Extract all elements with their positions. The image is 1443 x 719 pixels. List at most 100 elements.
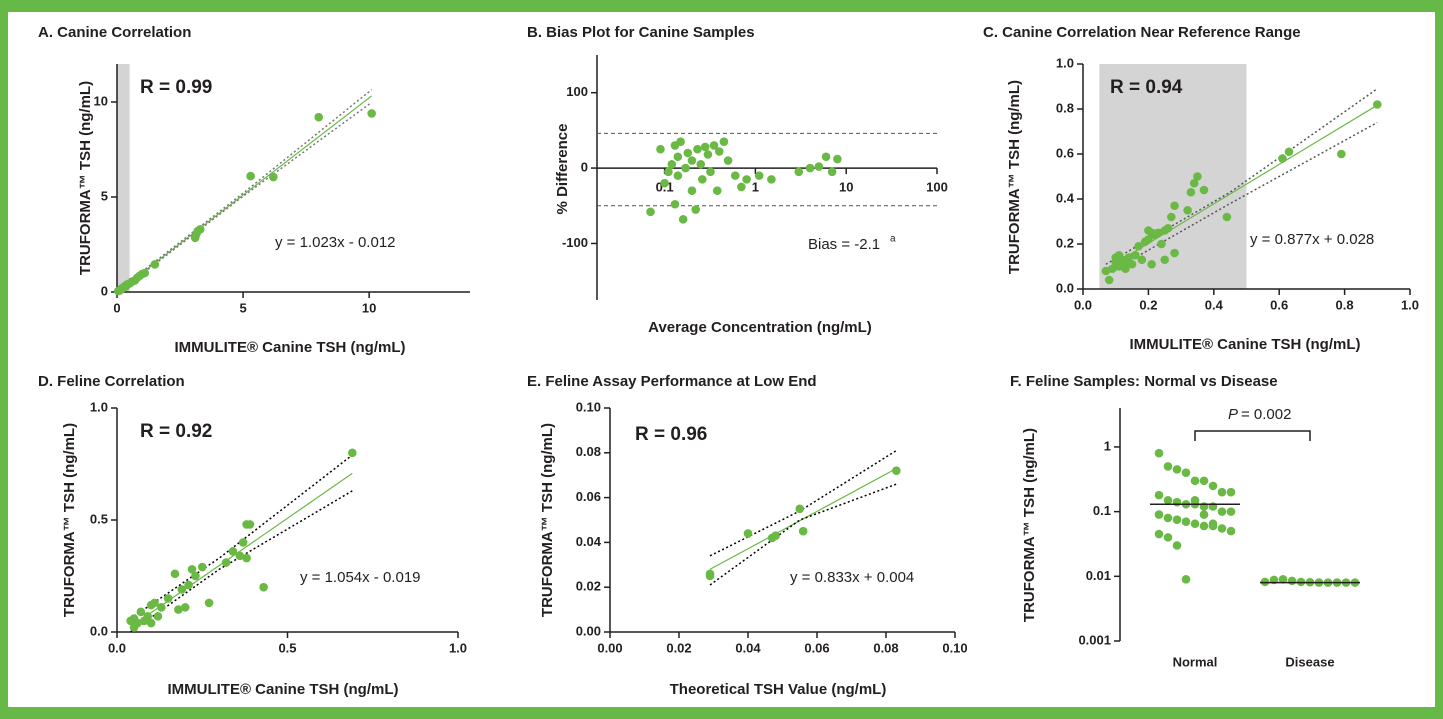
x-axis-label: IMMULITE® Canine TSH (ng/mL) bbox=[167, 681, 398, 698]
data-point bbox=[696, 160, 706, 169]
data-point bbox=[1108, 264, 1117, 274]
data-point bbox=[687, 186, 697, 195]
x-tick-label: 0.0 bbox=[1074, 297, 1092, 312]
data-point bbox=[1172, 515, 1182, 525]
x-tick-label: 0.00 bbox=[597, 640, 622, 655]
data-point bbox=[1127, 259, 1137, 269]
data-point bbox=[170, 569, 180, 579]
data-point bbox=[1226, 487, 1236, 497]
data-point bbox=[1163, 223, 1173, 233]
data-point bbox=[1278, 154, 1287, 163]
data-point bbox=[687, 156, 697, 165]
y-tick-label: 0.00 bbox=[576, 623, 601, 638]
data-point bbox=[691, 205, 701, 214]
annotation: = 0.002 bbox=[1241, 406, 1291, 423]
x-tick-label: Disease bbox=[1285, 654, 1334, 669]
data-point bbox=[1226, 507, 1236, 516]
data-point bbox=[706, 167, 715, 177]
y-tick-label: 0.02 bbox=[576, 579, 601, 594]
significance-bracket bbox=[1194, 430, 1311, 441]
data-point bbox=[673, 171, 683, 180]
data-point bbox=[1124, 253, 1134, 262]
data-point bbox=[259, 582, 268, 592]
y-tick-label: 0 bbox=[101, 283, 108, 298]
y-tick-label: 0.0 bbox=[1056, 280, 1074, 295]
data-point bbox=[150, 598, 159, 608]
data-point bbox=[1284, 147, 1294, 157]
data-point bbox=[1147, 259, 1156, 269]
annotation: y = 0.877x + 0.028 bbox=[1250, 231, 1374, 248]
data-point bbox=[1208, 502, 1218, 511]
x-tick-label: 1.0 bbox=[449, 640, 467, 655]
data-point bbox=[1190, 495, 1200, 505]
data-point bbox=[646, 207, 655, 217]
data-point bbox=[246, 171, 255, 181]
data-point bbox=[670, 199, 680, 209]
annotation: y = 1.023x - 0.012 bbox=[275, 234, 396, 251]
fit-line bbox=[709, 483, 897, 586]
y-tick-label: 1 bbox=[1104, 438, 1111, 453]
data-point bbox=[191, 571, 200, 581]
data-point bbox=[136, 607, 146, 617]
data-point bbox=[703, 150, 713, 159]
data-point bbox=[1163, 533, 1173, 542]
y-tick-label: 0.06 bbox=[576, 489, 601, 504]
x-tick-label: 0 bbox=[113, 300, 120, 315]
fit-line bbox=[130, 454, 353, 620]
y-tick-label: 10 bbox=[94, 93, 108, 108]
data-point bbox=[1337, 149, 1346, 159]
data-point bbox=[1137, 255, 1147, 265]
data-point bbox=[157, 603, 166, 612]
annotation: y = 0.833x + 0.004 bbox=[790, 569, 914, 586]
data-point bbox=[1172, 497, 1182, 507]
data-point bbox=[667, 160, 677, 169]
data-point bbox=[1181, 517, 1191, 526]
chart-title: C. Canine Correlation Near Reference Ran… bbox=[983, 24, 1301, 41]
reference-range bbox=[117, 64, 130, 292]
data-point bbox=[1153, 228, 1163, 238]
data-point bbox=[146, 618, 156, 628]
chart-title: E. Feline Assay Performance at Low End bbox=[527, 373, 817, 390]
data-point bbox=[714, 147, 724, 156]
data-point bbox=[1181, 468, 1191, 477]
data-point bbox=[1287, 576, 1297, 586]
y-axis-label: TRUFORMA™ TSH (ng/mL) bbox=[539, 423, 556, 617]
y-tick-label: 0.1 bbox=[1093, 503, 1111, 518]
data-point bbox=[681, 163, 690, 173]
data-point bbox=[700, 142, 710, 152]
data-point bbox=[827, 167, 837, 177]
data-point bbox=[1186, 187, 1196, 197]
data-point bbox=[197, 562, 207, 572]
y-tick-label: 100 bbox=[566, 84, 588, 99]
annotation: y = 1.054x - 0.019 bbox=[300, 569, 421, 586]
data-point bbox=[143, 612, 152, 621]
data-point bbox=[1199, 502, 1209, 511]
data-point bbox=[767, 175, 776, 184]
data-point bbox=[1160, 255, 1170, 265]
data-point bbox=[1131, 250, 1140, 260]
y-tick-label: -100 bbox=[562, 235, 588, 250]
data-point bbox=[794, 167, 804, 177]
annotation: R = 0.92 bbox=[140, 421, 212, 442]
fit-line bbox=[709, 449, 897, 557]
data-point bbox=[187, 564, 197, 574]
data-point bbox=[140, 268, 150, 278]
y-tick-label: 0.6 bbox=[1056, 145, 1074, 160]
data-point bbox=[678, 215, 688, 224]
data-point bbox=[1373, 100, 1382, 109]
data-point bbox=[1226, 526, 1236, 536]
data-point bbox=[1222, 212, 1232, 222]
x-tick-label: 0.08 bbox=[873, 640, 898, 655]
data-point bbox=[347, 448, 357, 458]
y-axis-label: TRUFORMA™ TSH (ng/mL) bbox=[77, 81, 94, 275]
x-axis-label: IMMULITE® Canine TSH (ng/mL) bbox=[1129, 336, 1360, 353]
y-tick-label: 0.5 bbox=[90, 511, 108, 526]
annotation: R = 0.96 bbox=[635, 424, 707, 445]
data-point bbox=[754, 171, 764, 180]
data-point bbox=[814, 162, 824, 171]
y-tick-label: 0 bbox=[581, 160, 588, 175]
data-point bbox=[771, 531, 780, 540]
data-point bbox=[133, 618, 142, 628]
data-point bbox=[1208, 481, 1218, 491]
data-point bbox=[1163, 462, 1173, 471]
